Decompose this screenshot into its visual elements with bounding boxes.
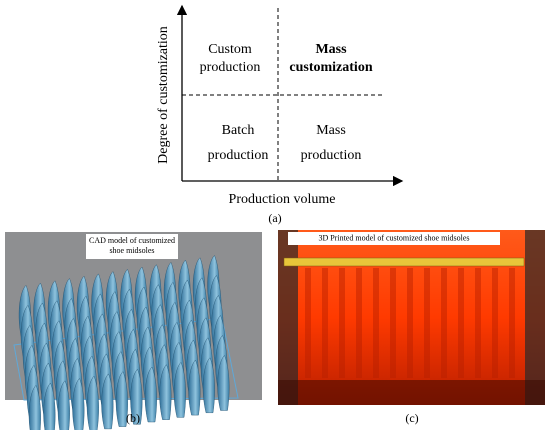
fin [188,359,201,416]
stripe [390,268,396,378]
image-label: 3D Printed model of customized shoe mids… [318,233,469,242]
stripe [305,268,311,378]
printed-midsoles [305,268,515,378]
fin [86,375,99,430]
quadrant-text: Batch [222,123,255,138]
ruler [283,257,525,267]
stripe [424,268,430,378]
y-axis-label: Degree of customization [156,26,171,164]
fin [28,385,41,430]
caption: (b) [126,411,140,425]
stripe [356,268,362,378]
frame [525,230,545,405]
frame [278,230,298,405]
fin [202,357,215,413]
stripe [339,268,345,378]
stripe [407,268,413,378]
quadrant-text: Mass [316,123,346,138]
stripe [441,268,447,378]
fin [101,373,114,430]
x-axis-label: Production volume [229,192,336,207]
label-box [86,234,178,259]
cad-midsoles [18,255,230,430]
stripe [322,268,328,378]
quadrant-text: Mass [315,42,347,57]
quadrant-text: customization [289,60,372,75]
image-label: shoe midsoles [109,246,154,255]
quadrant-text: Custom [208,42,252,57]
fin [57,380,70,430]
stripe [458,268,464,378]
caption: (a) [268,211,281,225]
stripe [373,268,379,378]
quadrant-text: production [200,60,261,75]
quadrant-text: production [208,148,269,163]
fin [159,364,172,420]
fin [72,378,85,430]
fin [115,371,128,427]
stripe [492,268,498,378]
fin [217,355,230,411]
fin [130,368,143,425]
fin [43,382,56,430]
fin [173,362,186,418]
image-label: CAD model of customized [89,236,175,245]
stripe [509,268,515,378]
label-box [288,232,500,245]
caption: (c) [405,411,418,425]
quadrant-text: production [301,148,362,163]
base [278,380,545,405]
stripe [475,268,481,378]
fin [144,366,157,423]
